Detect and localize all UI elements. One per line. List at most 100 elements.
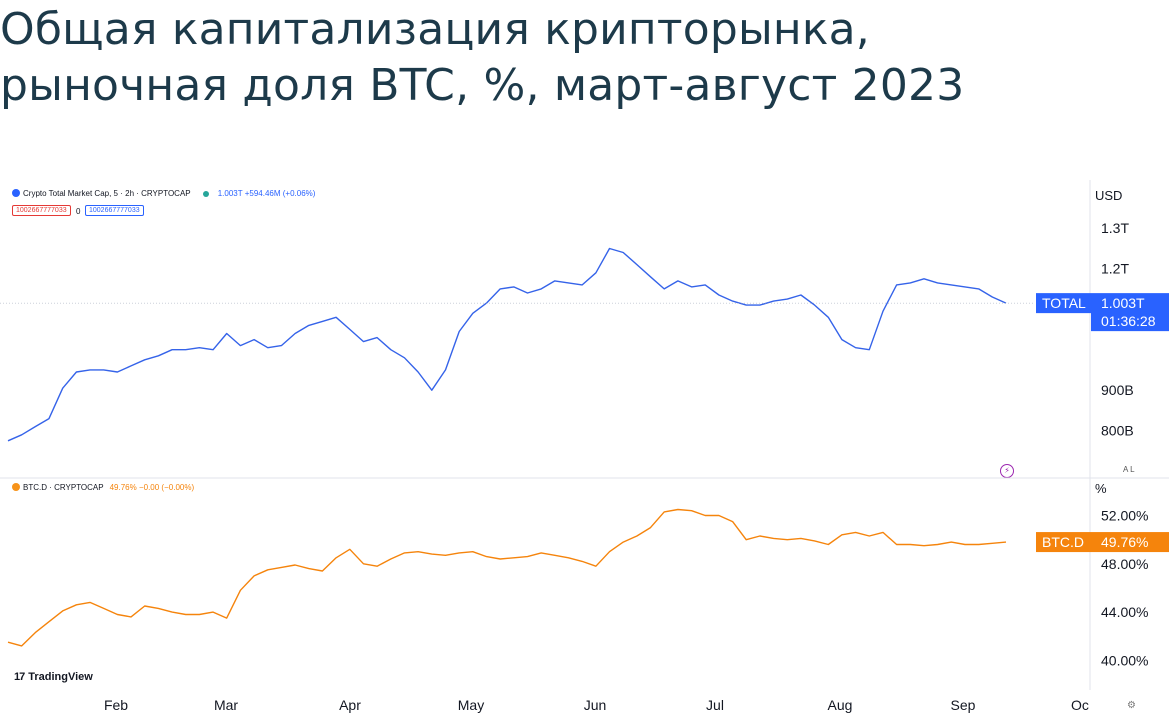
btcd-data-point bbox=[704, 514, 706, 516]
currency-unit[interactable]: USD bbox=[1095, 188, 1123, 203]
total-data-point bbox=[595, 272, 597, 274]
btcd-data-point bbox=[663, 511, 665, 513]
total-data-point bbox=[923, 278, 925, 280]
total-data-point bbox=[171, 349, 173, 351]
tradingview-logo-text: TradingView bbox=[28, 671, 93, 683]
btcd-data-point bbox=[772, 537, 774, 539]
btcd-data-point bbox=[540, 552, 542, 554]
total-data-point bbox=[294, 332, 296, 334]
btcd-data-point bbox=[649, 526, 651, 528]
btcd-ytick-label: 48.00% bbox=[1101, 556, 1148, 572]
total-price-tag bbox=[1091, 293, 1169, 332]
total-data-point bbox=[75, 371, 77, 373]
btcd-data-point bbox=[923, 545, 925, 547]
total-data-point bbox=[827, 316, 829, 318]
total-data-point bbox=[540, 288, 542, 290]
total-data-point bbox=[444, 369, 446, 371]
btcd-ytick-label: 40.00% bbox=[1101, 652, 1148, 668]
total-series-name-label: TOTAL bbox=[1042, 295, 1086, 311]
total-data-point bbox=[554, 280, 556, 282]
total-data-point bbox=[267, 347, 269, 349]
total-data-point bbox=[978, 288, 980, 290]
total-data-point bbox=[772, 300, 774, 302]
total-data-point bbox=[253, 338, 255, 340]
tradingview-logo: 17 TradingView bbox=[14, 671, 93, 683]
total-data-point bbox=[841, 338, 843, 340]
x-month-label: Mar bbox=[214, 697, 238, 713]
total-data-point bbox=[608, 247, 610, 249]
btcd-data-point bbox=[349, 548, 351, 550]
btcd-data-point bbox=[130, 616, 132, 618]
x-month-label: Jun bbox=[584, 697, 607, 713]
btcd-data-point bbox=[21, 645, 23, 647]
total-ytick-label: 800B bbox=[1101, 423, 1134, 439]
total-data-point bbox=[882, 310, 884, 312]
btcd-data-point bbox=[239, 589, 241, 591]
x-month-label: Jul bbox=[706, 697, 724, 713]
btcd-data-point bbox=[362, 563, 364, 565]
btcd-data-point bbox=[581, 560, 583, 562]
btcd-legend[interactable]: BTC.D · CRYPTOCAP 49.76% −0.00 (−0.00%) bbox=[12, 483, 194, 492]
total-data-point bbox=[472, 312, 474, 314]
total-data-point bbox=[335, 316, 337, 318]
total-data-point bbox=[157, 355, 159, 357]
total-data-point bbox=[212, 349, 214, 351]
btcd-data-point bbox=[882, 531, 884, 533]
btcd-data-point bbox=[198, 613, 200, 615]
page-title: Общая капитализация крипторынка, рыночна… bbox=[0, 2, 1160, 114]
x-month-label: Aug bbox=[828, 697, 853, 713]
total-data-point bbox=[800, 294, 802, 296]
total-data-point bbox=[34, 425, 36, 427]
total-data-point bbox=[513, 286, 515, 288]
btcd-data-point bbox=[226, 617, 228, 619]
total-series-line bbox=[7, 247, 1007, 442]
btcd-data-point bbox=[34, 631, 36, 633]
bid-chip[interactable]: 1002667777033 bbox=[12, 205, 71, 216]
total-legend[interactable]: Crypto Total Market Cap, 5 · 2h · CRYPTO… bbox=[12, 189, 315, 198]
btcd-data-point bbox=[103, 607, 105, 609]
btcd-data-point bbox=[800, 537, 802, 539]
btcd-data-point bbox=[595, 565, 597, 567]
total-data-point bbox=[950, 284, 952, 286]
btcd-data-point bbox=[335, 557, 337, 559]
x-month-label: Oc bbox=[1071, 697, 1089, 713]
btcd-data-point bbox=[718, 514, 720, 516]
btcd-data-point bbox=[144, 605, 146, 607]
btcd-data-point bbox=[157, 607, 159, 609]
total-data-point bbox=[636, 263, 638, 265]
btcd-data-point bbox=[554, 554, 556, 556]
btcd-data-point bbox=[280, 566, 282, 568]
btcd-data-point bbox=[171, 611, 173, 613]
btcd-data-point bbox=[458, 552, 460, 554]
auto-log-toggles[interactable]: A L bbox=[1123, 465, 1135, 474]
total-data-point bbox=[48, 417, 50, 419]
btcd-price-tag bbox=[1091, 532, 1169, 553]
btcd-ytick-label: 52.00% bbox=[1101, 508, 1148, 524]
btcd-data-point bbox=[89, 601, 91, 603]
total-data-point bbox=[89, 369, 91, 371]
total-data-point bbox=[403, 357, 405, 359]
total-data-point bbox=[704, 284, 706, 286]
btcd-data-point bbox=[731, 520, 733, 522]
settings-icon[interactable]: ⚙ bbox=[1127, 700, 1136, 711]
x-month-label: Sep bbox=[951, 697, 976, 713]
total-legend-value: 1.003T +594.46M (+0.06%) bbox=[217, 189, 316, 198]
total-data-point bbox=[499, 288, 501, 290]
total-data-point bbox=[458, 330, 460, 332]
btcd-data-point bbox=[526, 555, 528, 557]
btcd-data-point bbox=[950, 541, 952, 543]
btcd-data-point bbox=[1005, 541, 1007, 543]
btcd-data-point bbox=[308, 567, 310, 569]
total-data-point bbox=[239, 344, 241, 346]
total-legend-label: Crypto Total Market Cap, 5 · 2h · CRYPTO… bbox=[23, 189, 191, 198]
btcd-data-point bbox=[75, 604, 77, 606]
total-data-point bbox=[103, 369, 105, 371]
btcd-series-line bbox=[7, 508, 1007, 647]
total-data-point bbox=[731, 300, 733, 302]
total-data-point bbox=[198, 347, 200, 349]
btcd-data-point bbox=[909, 543, 911, 545]
ask-chip[interactable]: 1002667777033 bbox=[85, 205, 144, 216]
tradingview-logo-mark: 17 bbox=[14, 671, 25, 683]
total-data-point bbox=[308, 324, 310, 326]
